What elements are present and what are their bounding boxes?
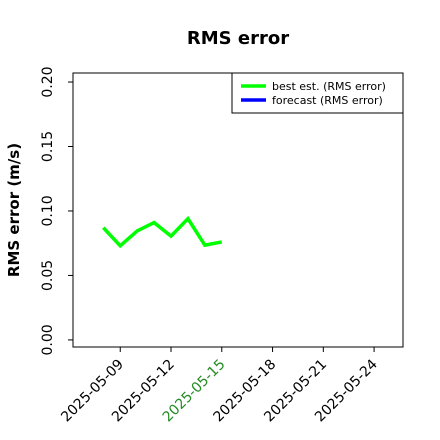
y-tick-label: 0.05	[40, 260, 56, 291]
legend-label: best est. (RMS error)	[272, 80, 386, 93]
y-axis-label: RMS error (m/s)	[5, 143, 23, 277]
y-tick-label: 0.00	[40, 324, 56, 355]
y-tick-label: 0.10	[40, 195, 56, 226]
y-tick-label: 0.20	[40, 66, 56, 97]
chart-title: RMS error	[187, 28, 289, 49]
plot-frame	[72, 72, 404, 348]
legend-label: forecast (RMS error)	[272, 94, 383, 107]
legend-box	[231, 72, 404, 114]
y-tick-label: 0.15	[40, 131, 56, 162]
series-line	[102, 215, 223, 249]
